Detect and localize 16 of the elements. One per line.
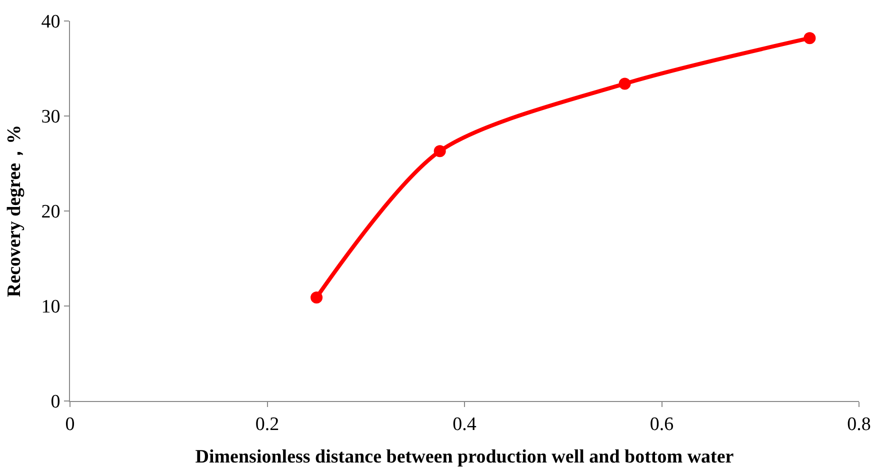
y-tick-label: 30 [41, 106, 60, 128]
y-tick-label: 0 [50, 392, 60, 413]
point [310, 291, 323, 304]
x-tick-label: 0.8 [847, 414, 871, 435]
y-axis-title: Recovery degree，% [4, 124, 26, 298]
point [618, 78, 631, 90]
point [804, 32, 816, 44]
y-tick-label: 10 [41, 296, 60, 318]
x-axis-title: Dimensionless distance between production well and bottom water [195, 446, 734, 468]
x-tick-label: 0.6 [650, 414, 674, 435]
x-tick-label: 0 [65, 414, 75, 435]
y-tick-label: 20 [41, 202, 60, 223]
y-tick-label: 40 [41, 12, 60, 33]
point [434, 145, 446, 158]
x-tick-label: 0.4 [452, 414, 477, 435]
x-tick-label: 0.2 [255, 414, 280, 435]
